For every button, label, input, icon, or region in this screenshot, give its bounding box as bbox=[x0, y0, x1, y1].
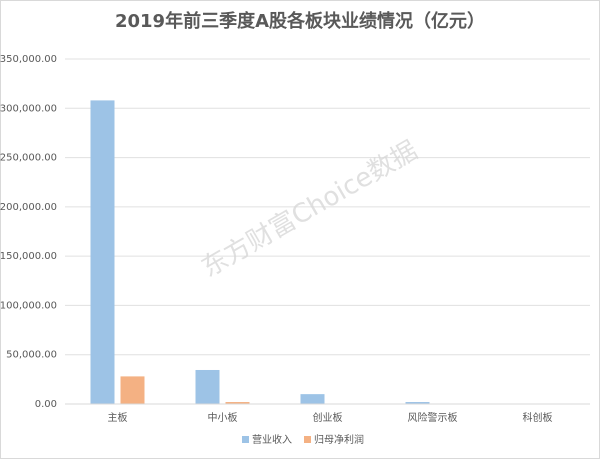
y-tick-label: 300,000.00 bbox=[0, 103, 57, 114]
bar bbox=[120, 376, 145, 404]
y-tick-label: 350,000.00 bbox=[0, 54, 57, 65]
x-tick-label: 主板 bbox=[108, 411, 128, 424]
y-tick-label: 200,000.00 bbox=[0, 202, 57, 213]
y-tick-label: 0.00 bbox=[35, 399, 57, 410]
bar bbox=[300, 394, 325, 404]
y-tick-label: 150,000.00 bbox=[0, 251, 57, 262]
bar bbox=[405, 402, 430, 404]
bar bbox=[90, 100, 115, 405]
x-tick-label: 风险警示板 bbox=[408, 411, 458, 424]
y-tick-label: 50,000.00 bbox=[6, 350, 57, 361]
y-tick-label: 100,000.00 bbox=[0, 300, 57, 311]
legend-label: 归母净利润 bbox=[314, 433, 364, 446]
legend-swatch bbox=[304, 436, 311, 443]
bar bbox=[195, 369, 220, 404]
legend-label: 营业收入 bbox=[252, 433, 292, 446]
x-tick-label: 创业板 bbox=[313, 411, 343, 424]
legend-swatch bbox=[242, 436, 249, 443]
x-tick-label: 中小板 bbox=[208, 411, 238, 424]
x-tick-label: 科创板 bbox=[523, 411, 553, 424]
bar bbox=[225, 402, 250, 404]
chart-title: 2019年前三季度A股各板块业绩情况（亿元） bbox=[115, 10, 485, 32]
y-tick-label: 250,000.00 bbox=[0, 153, 57, 164]
